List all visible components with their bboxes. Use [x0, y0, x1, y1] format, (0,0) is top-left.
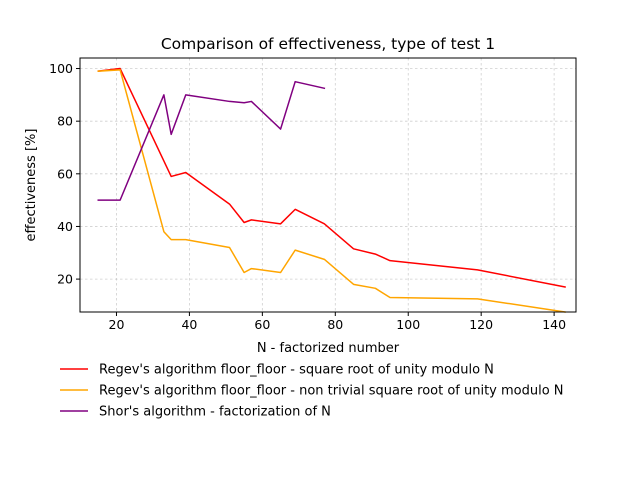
legend: Regev's algorithm floor_floor - square r…: [60, 363, 564, 420]
y-tick-label: 20: [57, 272, 73, 287]
series-line-3: [97, 80, 326, 201]
x-tick-label: 40: [181, 317, 197, 332]
y-tick-label: 60: [57, 166, 73, 181]
legend-entry-label: Shor's algorithm - factorization of N: [99, 405, 331, 420]
series-line-2: [97, 69, 566, 313]
x-tick-label: 20: [109, 317, 125, 332]
x-tick-label: 60: [254, 317, 270, 332]
x-axis-ticks: 20 40 60 80 100 120 140: [109, 312, 566, 332]
y-tick-label: 40: [57, 219, 73, 234]
legend-entry-label: Regev's algorithm floor_floor - non triv…: [99, 384, 564, 399]
x-tick-label: 140: [542, 317, 566, 332]
x-tick-label: 100: [396, 317, 420, 332]
y-axis-ticks: 20 40 60 80 100: [49, 61, 80, 287]
series-line-1: [97, 67, 566, 288]
chart-title: Comparison of effectiveness, type of tes…: [161, 35, 495, 53]
series-lines: [97, 67, 566, 313]
x-axis-label: N - factorized number: [257, 341, 400, 356]
x-tick-label: 120: [469, 317, 493, 332]
y-tick-label: 100: [49, 61, 73, 76]
grid: [80, 58, 576, 312]
y-tick-label: 80: [57, 114, 73, 129]
x-tick-label: 80: [327, 317, 343, 332]
y-axis-label: effectiveness [%]: [24, 129, 39, 242]
legend-entry-label: Regev's algorithm floor_floor - square r…: [99, 363, 494, 378]
plot-frame: [79, 57, 577, 313]
